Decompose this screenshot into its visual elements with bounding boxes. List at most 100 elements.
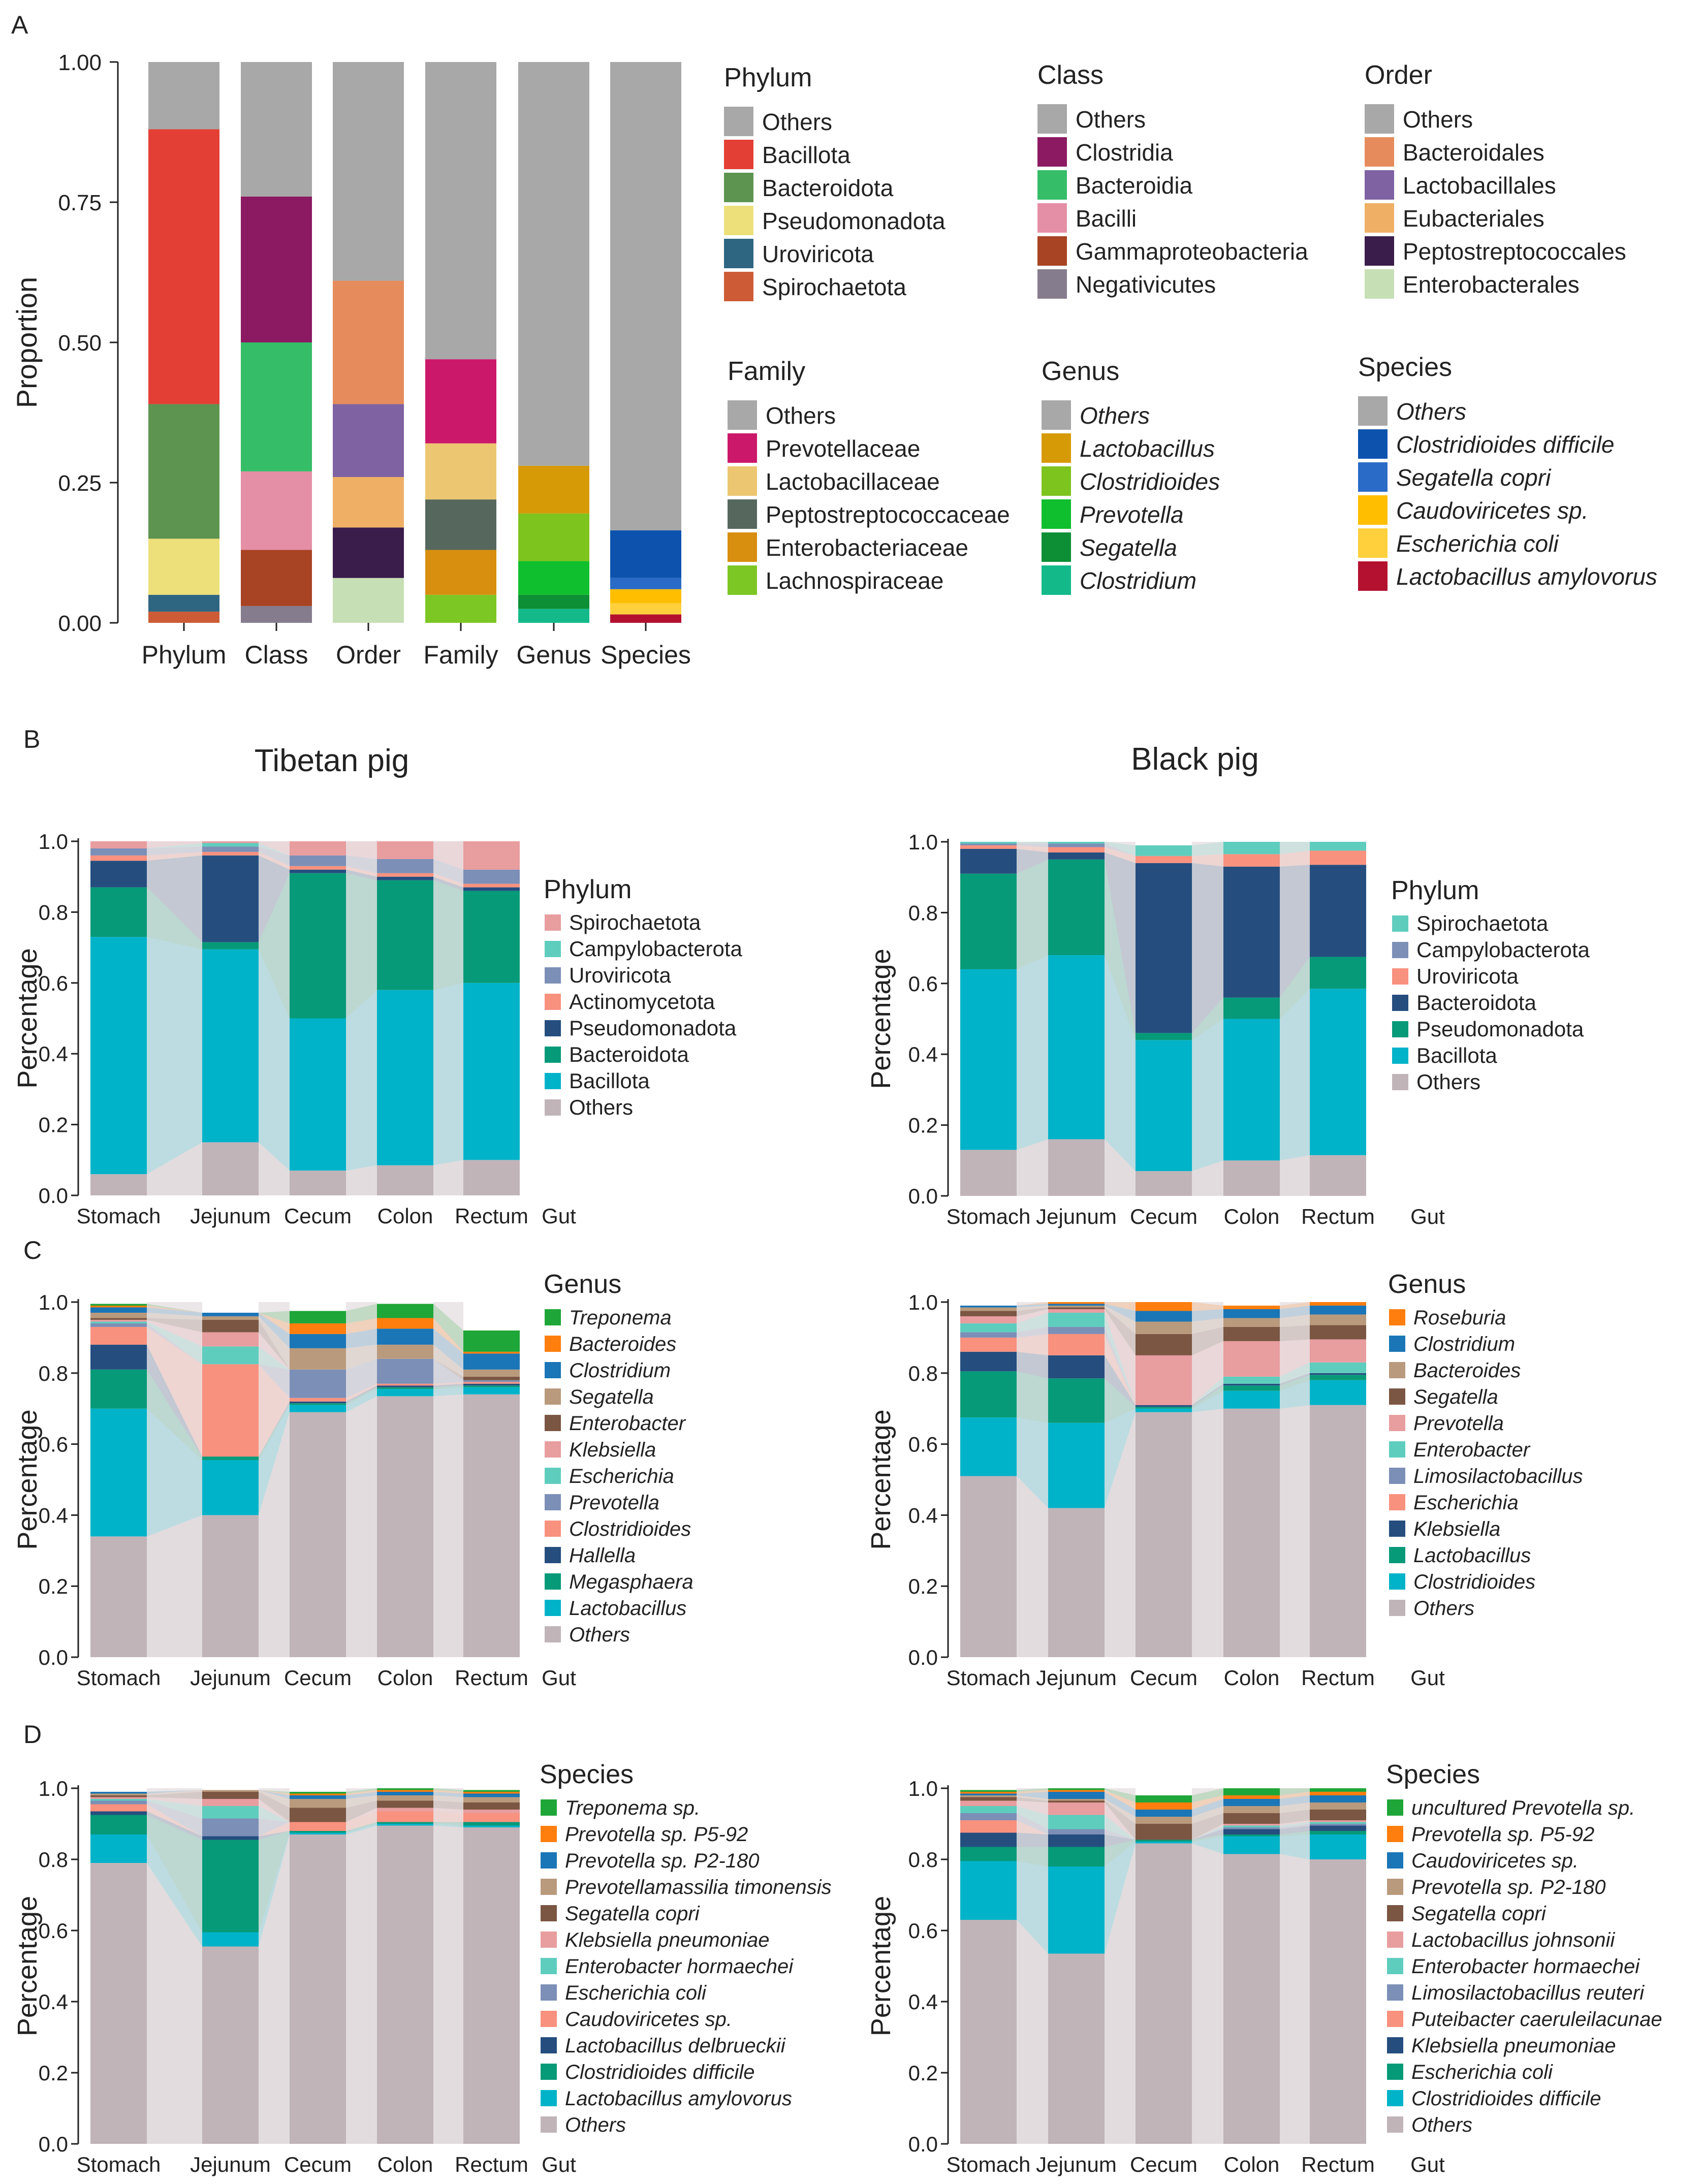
bar-rectum-others <box>1310 1155 1366 1196</box>
flow-lactobacillus-delbrueckii <box>147 1811 202 1840</box>
legend-swatch-prevotella <box>1042 499 1071 529</box>
legend-label-roseburia: Roseburia <box>1413 1307 1506 1329</box>
bar-colon-clostridioides-difficile <box>1223 1836 1280 1854</box>
legend-swatch-bacteroides <box>1389 1362 1405 1378</box>
chart-b-black: 0.0 0.2 0.4 0.6 0.8 1.0 Percentage Stomach Jejun… <box>866 830 1590 1228</box>
bar-rectum-prevotella <box>463 1380 520 1382</box>
legend-label-lactobacillus-delbrueckii: Lactobacillus delbrueckii <box>565 2035 786 2057</box>
flow-clostridioides-difficile <box>259 1831 290 1933</box>
y-tick-label: 0.0 <box>908 2132 938 2156</box>
bar-jejunum-segatella-copri <box>1048 1800 1105 1802</box>
flow-prevotella-sp-p2-180 <box>433 1792 463 1797</box>
flow-pseudomonadota <box>1280 957 1310 1019</box>
x-axis-label: Gut <box>1410 1666 1445 1690</box>
bar-stomach-puteibacter-caeruleilacunae <box>960 1820 1017 1833</box>
flow-clostridioides <box>346 1383 377 1402</box>
bar-cecum-prevotella <box>1136 1355 1192 1405</box>
flow-segatella-copri <box>1105 1800 1136 1840</box>
bar-colon-bacteroidota <box>377 880 433 990</box>
bar-jejunum-uroviricota <box>1048 847 1105 852</box>
flow-bacteroides <box>147 1305 202 1313</box>
flow-segatella-copri <box>259 1792 290 1822</box>
legend-label-prevotella-sp-p5-92: Prevotella sp. P5-92 <box>1411 1823 1594 1846</box>
flow-uroviricota <box>346 855 377 873</box>
flow-segatella <box>259 1316 290 1370</box>
bar-species-segatella-copri <box>610 578 681 589</box>
flow-prevotella-sp-p2-180 <box>1280 1802 1310 1813</box>
flow-campylobacterota <box>1105 843 1136 856</box>
bar-rectum-caudoviricetes-sp <box>1310 1795 1366 1802</box>
flow-escherichia <box>1017 1334 1048 1355</box>
bar-rectum-others <box>1310 1859 1366 2144</box>
bar-species-escherichia-coli <box>610 603 681 615</box>
y-tick-label: 0.2 <box>39 1113 68 1137</box>
bar-jejunum-segatella-copri <box>202 1792 259 1799</box>
bar-stomach-hallella <box>90 1344 147 1370</box>
bar-rectum-others <box>1310 1405 1366 1657</box>
bar-cecum-bacillota <box>1136 1040 1192 1172</box>
flow-others <box>1105 1139 1136 1196</box>
y-tick-label: 0.6 <box>39 1919 68 1943</box>
x-tick-label-jejunum: Jejunum <box>190 1204 271 1228</box>
flow-enterobacter <box>1017 1312 1048 1333</box>
flow-prevotellamassilia-timonensis <box>433 1795 463 1802</box>
y-tick-label: 0.2 <box>908 2061 938 2085</box>
legend-label-bacillota: Bacillota <box>1416 1043 1497 1067</box>
flow-pseudomonadota <box>259 855 290 942</box>
legend-label-prevotella-sp-p2-180: Prevotella sp. P2-180 <box>1411 1876 1605 1898</box>
flow-clostridioides <box>147 1326 202 1457</box>
bar-colon-others <box>1223 1160 1280 1196</box>
flow-klebsiella <box>1192 1383 1223 1407</box>
bar-family-peptostreptococcaceae <box>425 499 496 550</box>
bar-colon-others <box>377 1165 433 1195</box>
flow-uncultured-prevotella-sp <box>1280 1788 1310 1795</box>
bar-stomach-clostridium <box>960 1305 1017 1308</box>
flow-treponema <box>147 1304 202 1313</box>
bar-stomach-prevotella-sp-p2-180 <box>960 1795 1017 1797</box>
legend-label-bacteroides: Bacteroides <box>1413 1359 1521 1382</box>
flow-klebsiella <box>1017 1351 1048 1379</box>
flow-hallella <box>147 1344 202 1457</box>
bar-family-lactobacillaceae <box>425 443 496 500</box>
x-tick-label-genus: Genus <box>516 641 591 669</box>
legend-label-clostridioides-difficile: Clostridioides difficile <box>565 2061 754 2083</box>
bar-rectum-prevotella-sp-p5-92 <box>1310 1792 1366 1795</box>
bar-stomach-escherichia-coli <box>90 1800 147 1805</box>
gap-background <box>1105 1302 1136 1657</box>
bar-jejunum-enterobacter-hormaechei <box>202 1806 259 1819</box>
bar-jejunum-others <box>202 1142 259 1195</box>
bar-stomach-megasphaera <box>90 1369 147 1409</box>
flow-clostridioides-difficile <box>346 1822 377 1833</box>
bar-stomach-spirochaetota <box>90 841 147 848</box>
legend-swatch-escherichia-coli <box>1358 528 1388 558</box>
legend-swatch-lactobacillus-amylovorus <box>1358 561 1388 591</box>
chart-a: 0.00 0.25 0.50 0.75 1.00 Proportion Phylum Clas… <box>11 50 1657 669</box>
bar-family-lachnospiraceae <box>425 594 496 623</box>
legend-label-escherichia: Escherichia <box>569 1465 674 1487</box>
gap-background <box>433 1788 463 2144</box>
y-tick-label: 0.0 <box>908 1645 938 1669</box>
legend-swatch-lactobacillus <box>1042 433 1071 463</box>
legend-label-clostridium: Clostridium <box>569 1359 671 1382</box>
bar-rectum-segatella-copri <box>463 1802 520 1810</box>
flow-others <box>1017 1476 1048 1657</box>
flow-enterobacter-hormaechei <box>1017 1806 1048 1829</box>
legend-genus: Genus Others Lactobacillus Clostridioides Pr… <box>1042 357 1220 595</box>
legend-swatch-others <box>1387 2116 1403 2133</box>
bar-class-gammaproteobacteria <box>241 550 312 606</box>
legend-label-uncultured-prevotella-sp: uncultured Prevotella sp. <box>1411 1797 1635 1819</box>
legend-title-genus: Genus <box>1042 357 1119 386</box>
flow-pseudomonadota <box>433 876 463 891</box>
bar-stomach-others <box>960 1920 1017 2144</box>
bar-rectum-others <box>463 1827 520 2144</box>
legend-swatch-others <box>728 400 757 430</box>
bar-stomach-bacteroidota <box>960 848 1017 874</box>
legend-swatch-clostridioides <box>545 1521 561 1537</box>
flow-klebsiella <box>147 1319 202 1347</box>
flow-prevotella-sp-p2-180 <box>147 1790 202 1794</box>
flow-megasphaera <box>433 1385 463 1389</box>
bar-cecum-prevotella <box>290 1369 346 1398</box>
legend-label-spirochaetota: Spirochaetota <box>569 910 701 934</box>
bar-rectum-lactobacillus-amylovorus <box>463 1825 520 1827</box>
bar-jejunum-limosilactobacillus-reuteri <box>1048 1829 1105 1834</box>
